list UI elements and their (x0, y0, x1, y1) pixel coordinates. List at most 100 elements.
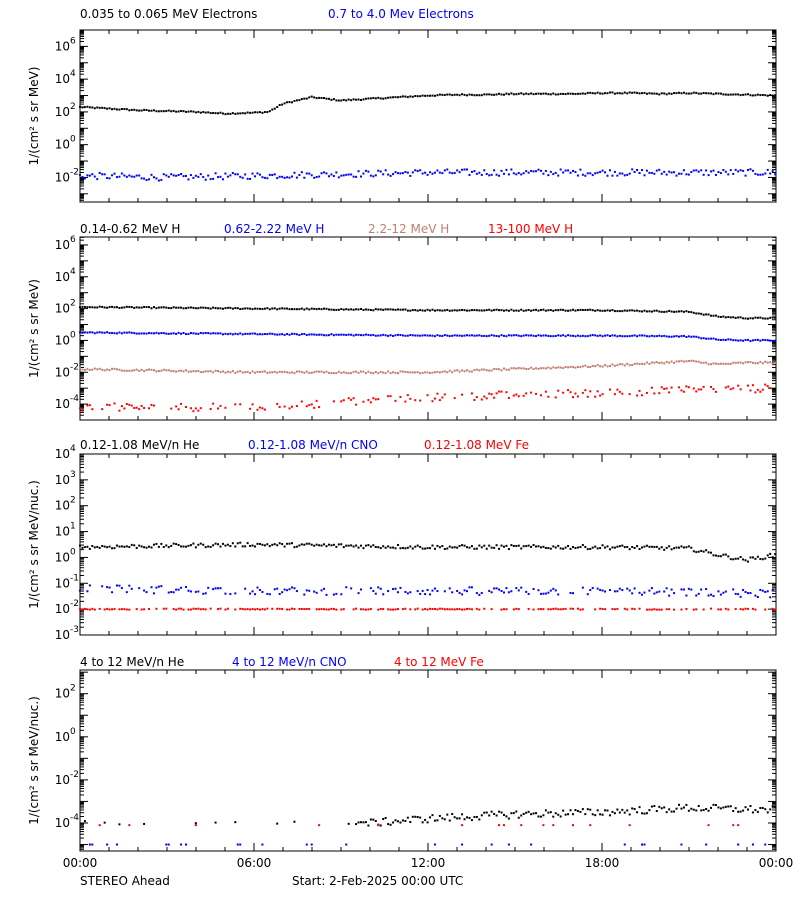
footer-start-time: Start: 2-Feb-2025 00:00 UTC (292, 874, 463, 888)
y-tick-exponent: -4 (70, 813, 79, 823)
data-point (251, 403, 254, 406)
data-point (690, 171, 693, 174)
data-point (663, 334, 666, 337)
data-point (258, 173, 261, 176)
data-point (756, 810, 759, 813)
data-point (120, 369, 123, 372)
data-point (101, 331, 104, 334)
data-point (628, 172, 631, 175)
data-point (433, 397, 436, 400)
data-point (623, 335, 626, 338)
data-point (96, 545, 99, 548)
data-point (754, 362, 757, 365)
data-point (404, 95, 407, 98)
data-point (569, 607, 572, 610)
data-point (404, 400, 407, 403)
data-point (303, 593, 306, 596)
data-point (320, 97, 323, 100)
data-point (628, 91, 631, 94)
y-tick-exponent: 2 (70, 102, 76, 112)
data-point (394, 608, 397, 611)
data-point (579, 308, 582, 311)
data-point (204, 306, 207, 309)
data-point (182, 545, 185, 548)
data-point (594, 608, 597, 611)
data-point (377, 608, 380, 611)
data-point (451, 371, 454, 374)
data-point (392, 334, 395, 337)
data-point (463, 370, 466, 373)
data-point (470, 370, 473, 373)
data-point (276, 587, 279, 590)
data-point (766, 339, 769, 342)
data-point (764, 94, 767, 97)
plot-frame (79, 453, 777, 636)
data-point (374, 370, 377, 373)
data-point (692, 808, 695, 811)
data-point (643, 334, 646, 337)
data-point (648, 589, 651, 592)
data-point (187, 306, 190, 309)
data-point (453, 816, 456, 819)
data-point (145, 306, 148, 309)
data-point (239, 843, 242, 846)
data-point (749, 168, 752, 171)
data-point (167, 546, 170, 549)
data-point (335, 171, 338, 174)
data-point (172, 591, 175, 594)
data-point (581, 544, 584, 547)
data-point (433, 843, 436, 846)
data-point (81, 608, 84, 611)
data-point (184, 545, 187, 548)
data-point (483, 334, 486, 337)
data-point (700, 388, 703, 391)
data-point (739, 316, 742, 319)
data-point (394, 547, 397, 550)
data-point (337, 176, 340, 179)
data-point (409, 174, 412, 177)
data-point (101, 368, 104, 371)
data-point (313, 176, 316, 179)
data-point (226, 543, 229, 546)
data-point (537, 334, 540, 337)
data-point (470, 334, 473, 337)
data-point (194, 174, 197, 177)
data-point (505, 587, 508, 590)
data-point (714, 92, 717, 95)
data-point (675, 174, 678, 177)
data-point (751, 339, 754, 342)
data-point (101, 173, 104, 176)
data-point (325, 97, 328, 100)
data-point (702, 608, 705, 611)
data-point (645, 544, 648, 547)
data-point (665, 811, 668, 814)
data-point (394, 171, 397, 174)
data-point (219, 175, 222, 178)
data-point (633, 91, 636, 94)
data-point (187, 333, 190, 336)
data-point (759, 339, 762, 342)
data-point (572, 592, 574, 595)
data-point (584, 364, 587, 367)
data-point (599, 92, 602, 95)
data-point (712, 93, 715, 96)
data-point (643, 91, 646, 94)
data-point (170, 370, 173, 373)
data-point (290, 542, 293, 545)
data-point (108, 306, 111, 309)
data-point (682, 390, 685, 393)
data-point (221, 178, 224, 181)
data-point (305, 843, 308, 846)
data-point (313, 333, 316, 336)
data-point (742, 339, 745, 342)
data-point (115, 306, 118, 309)
data-point (707, 313, 710, 316)
data-point (138, 109, 141, 112)
data-point (88, 106, 91, 109)
data-point (771, 339, 774, 342)
data-point (473, 94, 476, 97)
data-point (591, 586, 594, 589)
data-point (148, 109, 151, 112)
data-point (416, 590, 419, 593)
